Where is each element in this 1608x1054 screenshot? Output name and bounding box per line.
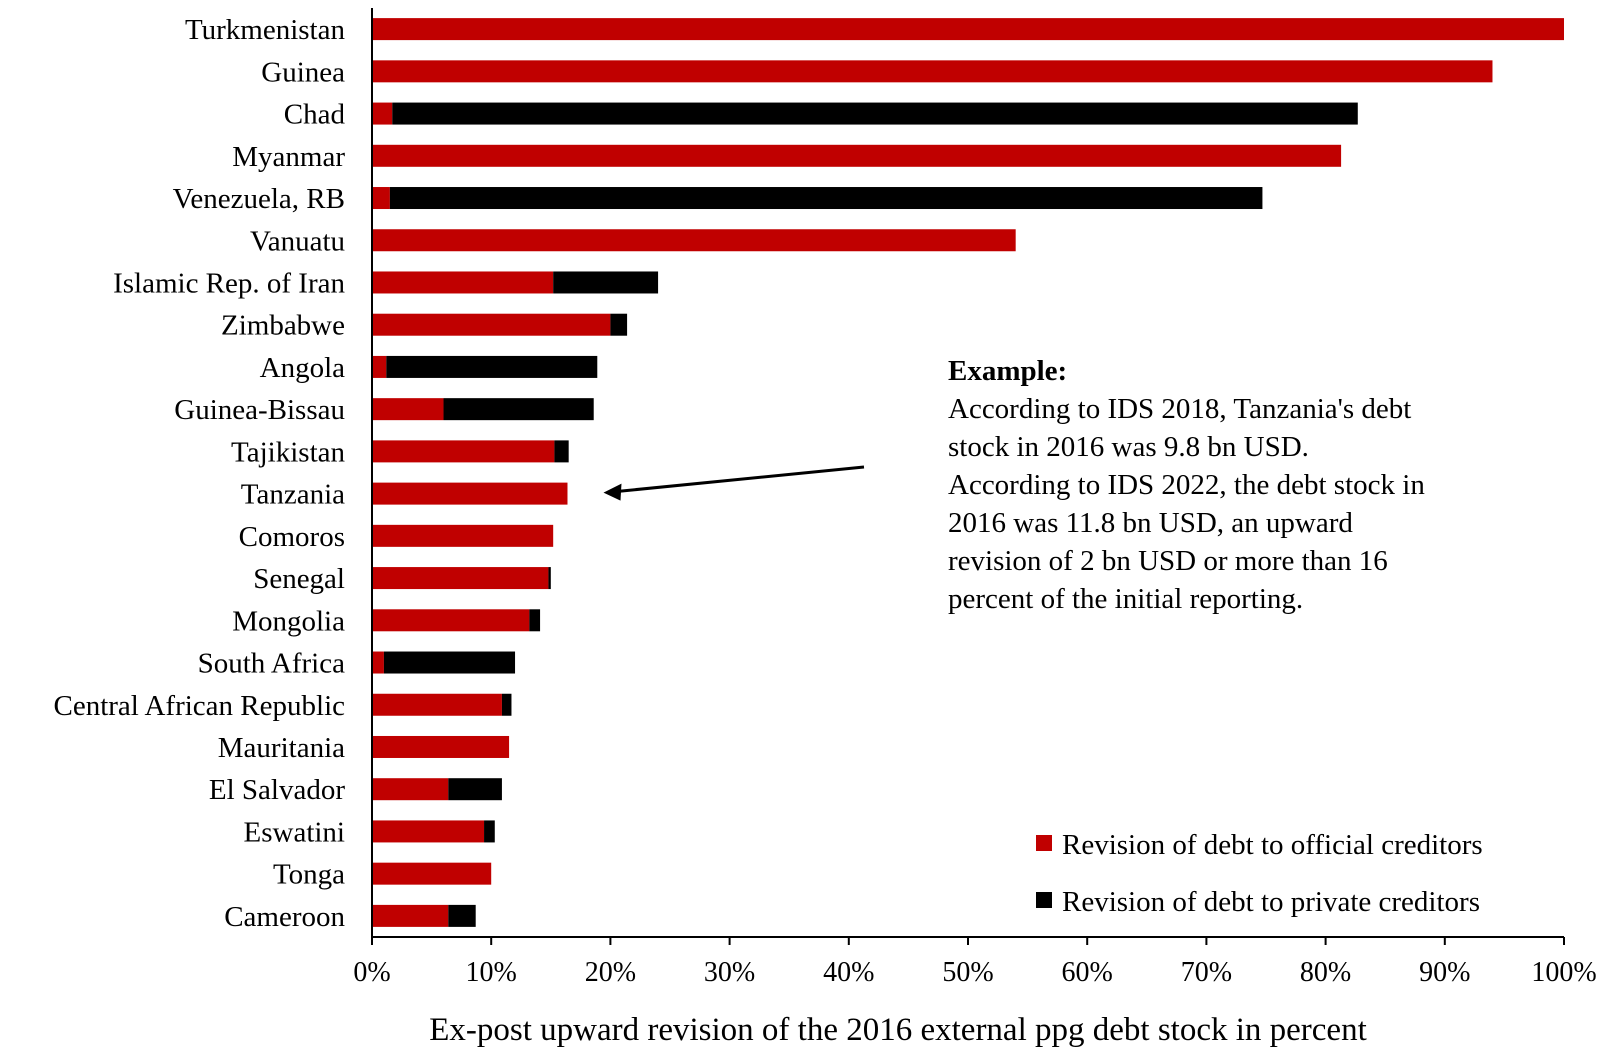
- bar-official: [372, 271, 554, 294]
- annotation-line: 2016 was 11.8 bn USD, an upward: [948, 507, 1353, 539]
- annotation-title: Example:: [948, 355, 1068, 387]
- category-label: Angola: [260, 352, 346, 384]
- bar-private: [554, 440, 569, 463]
- legend-swatch: [1036, 835, 1052, 851]
- bar-official: [372, 18, 1564, 41]
- category-label: Guinea-Bissau: [174, 394, 345, 426]
- category-label: Turkmenistan: [185, 14, 346, 46]
- bar-official: [372, 567, 549, 590]
- x-axis-title: Ex-post upward revision of the 2016 exte…: [429, 1012, 1367, 1048]
- x-tick-label: 100%: [1531, 957, 1596, 988]
- x-tick-label: 40%: [823, 957, 874, 988]
- bars-group: [372, 18, 1564, 927]
- category-label: Cameroon: [224, 901, 345, 933]
- x-tick-label: 70%: [1181, 957, 1232, 988]
- category-label: Chad: [284, 99, 346, 131]
- annotation-line: According to IDS 2018, Tanzania's debt: [948, 393, 1412, 425]
- arrow-head: [603, 483, 622, 501]
- category-label: South Africa: [198, 648, 346, 680]
- bar-private: [383, 651, 516, 674]
- x-axis-ticks: 0% 10% 20% 30% 40% 50% 60% 70% 80% 90% 100%: [353, 937, 1597, 988]
- category-label: Senegal: [253, 563, 345, 595]
- bar-official: [372, 693, 502, 716]
- legend-swatch: [1036, 892, 1052, 908]
- category-label: Zimbabwe: [221, 310, 345, 342]
- bar-private: [448, 904, 476, 927]
- category-label: El Salvador: [209, 774, 345, 806]
- bar-official: [372, 398, 444, 421]
- annotation-line: percent of the initial reporting.: [948, 583, 1304, 615]
- bar-private: [501, 693, 512, 716]
- bar-private: [443, 398, 594, 421]
- bar-official: [372, 102, 393, 125]
- category-labels: Turkmenistan Guinea Chad Myanmar Venezuela, …: [53, 14, 345, 933]
- category-label: Venezuela, RB: [173, 183, 345, 215]
- bar-official: [372, 440, 555, 463]
- bar-official: [372, 144, 1342, 167]
- category-label: Mauritania: [218, 732, 345, 764]
- bar-official: [372, 355, 387, 378]
- x-tick-label: 50%: [942, 957, 993, 988]
- category-label: Guinea: [261, 56, 345, 88]
- x-tick-label: 60%: [1062, 957, 1113, 988]
- category-label: Islamic Rep. of Iran: [113, 267, 345, 299]
- bar-private: [484, 820, 495, 843]
- bar-private: [553, 271, 659, 294]
- bar-official: [372, 609, 530, 632]
- bar-official: [372, 651, 384, 674]
- x-tick-label: 20%: [585, 957, 636, 988]
- annotation-line: revision of 2 bn USD or more than 16: [948, 545, 1388, 577]
- category-label: Tajikistan: [231, 436, 345, 468]
- x-tick-label: 10%: [466, 957, 517, 988]
- category-label: Myanmar: [232, 141, 345, 173]
- bar-private: [389, 187, 1263, 210]
- bar-private: [548, 567, 551, 590]
- category-label: Eswatini: [244, 816, 346, 848]
- category-label: Comoros: [239, 521, 345, 553]
- category-label: Tanzania: [241, 479, 345, 511]
- x-tick-label: 80%: [1300, 957, 1351, 988]
- category-label: Tonga: [273, 859, 345, 891]
- bar-official: [372, 778, 449, 801]
- bar-official: [372, 187, 390, 210]
- bar-official: [372, 482, 568, 505]
- bar-official: [372, 862, 492, 885]
- x-tick-label: 30%: [704, 957, 755, 988]
- category-label: Mongolia: [232, 605, 345, 637]
- x-tick-label: 0%: [353, 957, 390, 988]
- category-label: Central African Republic: [53, 690, 345, 722]
- annotation-line: According to IDS 2022, the debt stock in: [948, 469, 1425, 501]
- bar-private: [448, 778, 502, 801]
- bar-private: [610, 313, 628, 336]
- bar-official: [372, 313, 611, 336]
- legend-label: Revision of debt to official creditors: [1062, 829, 1483, 861]
- bar-official: [372, 820, 485, 843]
- x-tick-label: 90%: [1419, 957, 1470, 988]
- legend: Revision of debt to official creditors Re…: [1036, 829, 1483, 918]
- bar-official: [372, 904, 449, 927]
- bar-official: [372, 60, 1493, 83]
- bar-official: [372, 524, 554, 547]
- bar-private: [529, 609, 541, 632]
- example-annotation: Example: According to IDS 2018, Tanzania…: [948, 352, 1548, 618]
- category-label: Vanuatu: [250, 225, 345, 257]
- annotation-line: stock in 2016 was 9.8 bn USD.: [948, 431, 1309, 463]
- bar-official: [372, 229, 1016, 252]
- bar-private: [386, 355, 598, 378]
- annotation-arrow: [603, 465, 865, 501]
- legend-label: Revision of debt to private creditors: [1062, 886, 1480, 918]
- arrow-shaft: [615, 465, 865, 494]
- bar-official: [372, 735, 510, 758]
- bar-private: [392, 102, 1358, 125]
